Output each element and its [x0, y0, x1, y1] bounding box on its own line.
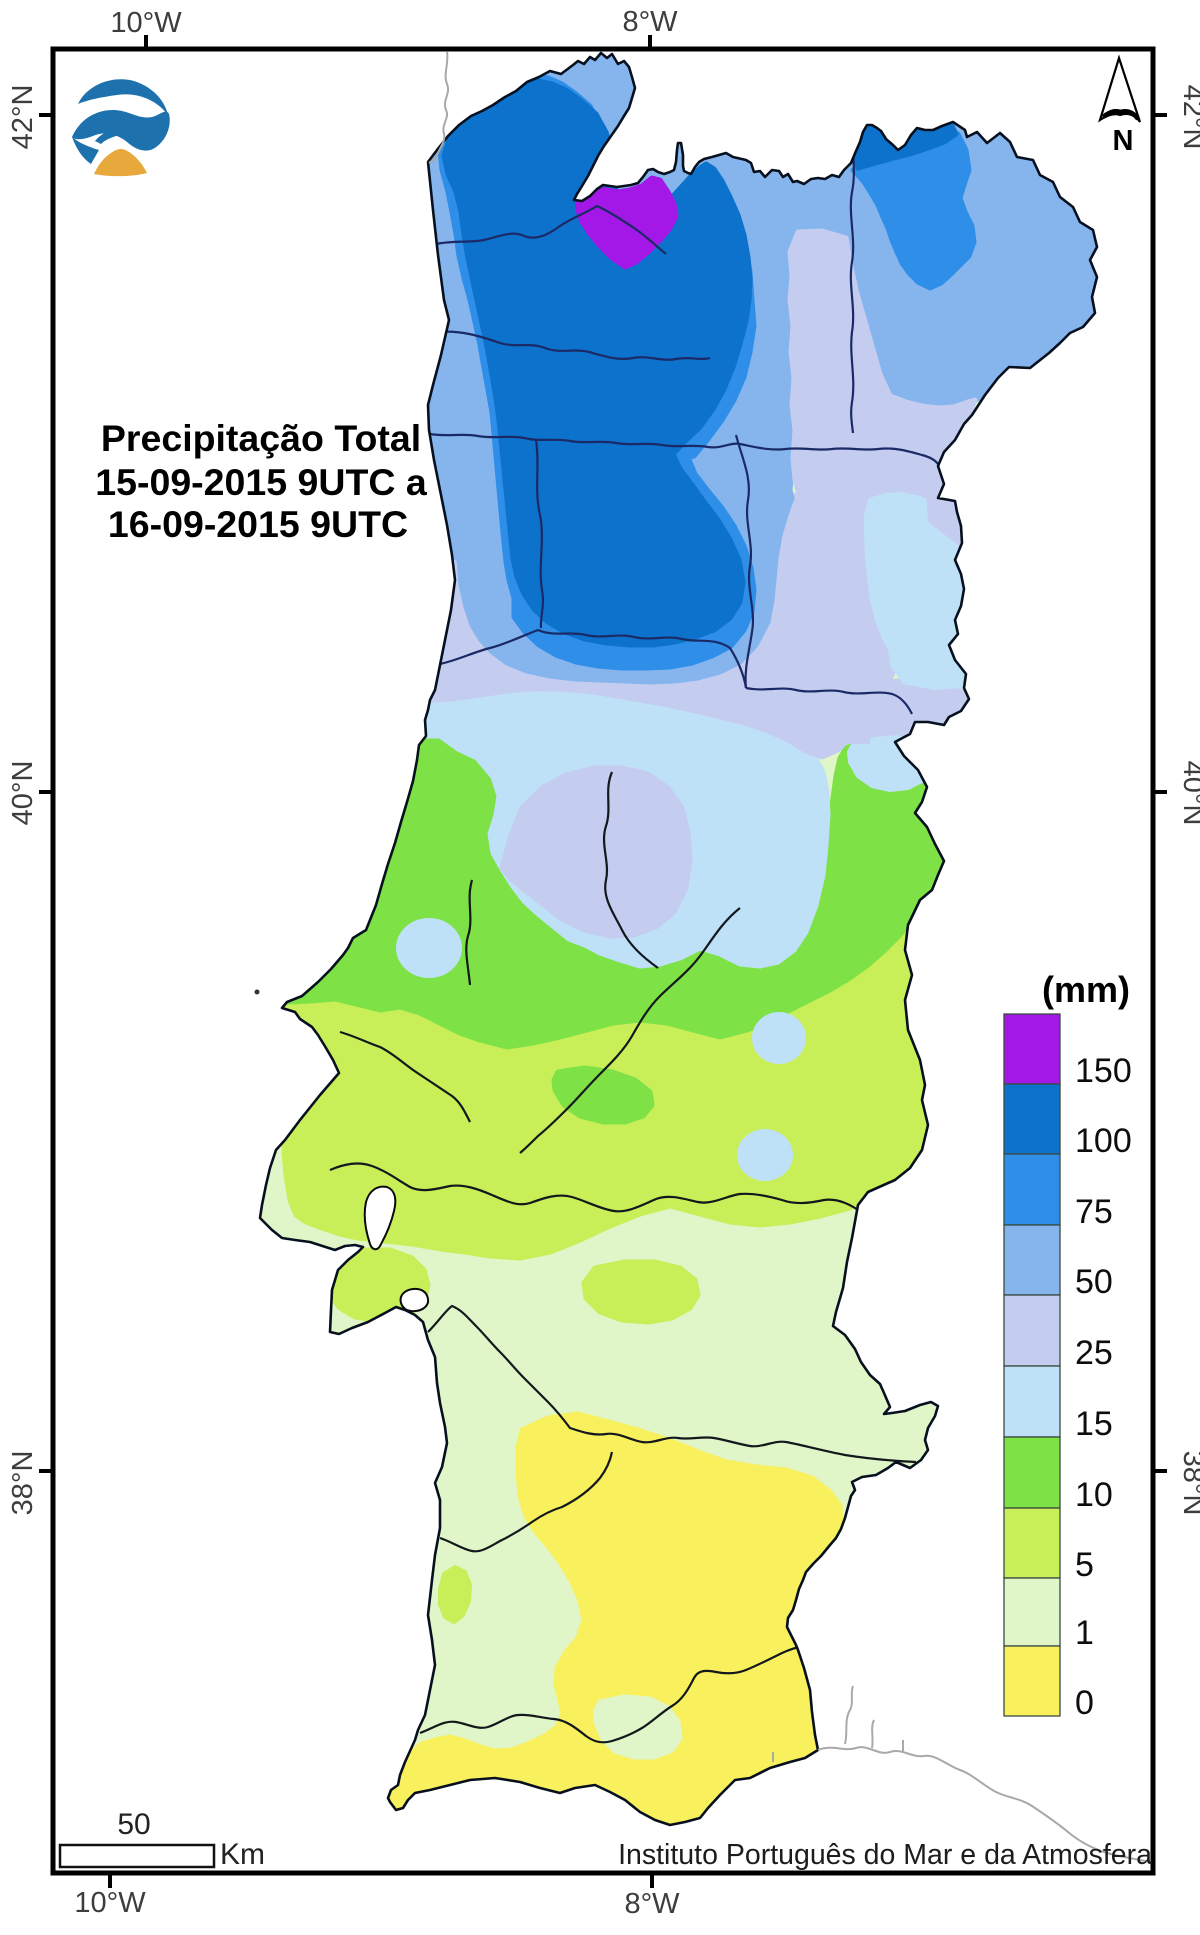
- svg-text:Instituto Português do Mar e d: Instituto Português do Mar e da Atmosfer…: [618, 1839, 1152, 1871]
- svg-text:Km: Km: [220, 1838, 265, 1871]
- svg-text:(mm): (mm): [1042, 969, 1130, 1010]
- svg-text:42°N: 42°N: [1177, 85, 1200, 150]
- svg-text:15: 15: [1075, 1405, 1113, 1443]
- svg-text:25: 25: [1075, 1334, 1113, 1372]
- svg-text:40°N: 40°N: [7, 761, 39, 826]
- svg-text:10: 10: [1075, 1476, 1113, 1514]
- svg-text:38°N: 38°N: [7, 1451, 39, 1516]
- svg-text:10°W: 10°W: [110, 7, 182, 39]
- svg-text:38°N: 38°N: [1177, 1451, 1200, 1516]
- svg-text:15-09-2015 9UTC a: 15-09-2015 9UTC a: [95, 461, 428, 503]
- svg-text:150: 150: [1075, 1052, 1132, 1090]
- svg-text:40°N: 40°N: [1177, 761, 1200, 826]
- svg-text:100: 100: [1075, 1122, 1132, 1160]
- svg-text:1: 1: [1075, 1614, 1094, 1652]
- svg-text:16-09-2015 9UTC: 16-09-2015 9UTC: [108, 503, 408, 545]
- svg-text:5: 5: [1075, 1546, 1094, 1584]
- svg-text:N: N: [1113, 125, 1134, 157]
- svg-text:50: 50: [117, 1808, 150, 1841]
- svg-text:0: 0: [1075, 1684, 1094, 1722]
- svg-text:75: 75: [1075, 1193, 1113, 1231]
- svg-text:50: 50: [1075, 1263, 1113, 1301]
- svg-text:8°W: 8°W: [624, 1888, 680, 1920]
- svg-text:Precipitação Total: Precipitação Total: [101, 417, 421, 459]
- svg-text:42°N: 42°N: [7, 85, 39, 150]
- svg-text:10°W: 10°W: [74, 1887, 146, 1919]
- svg-text:8°W: 8°W: [622, 6, 678, 38]
